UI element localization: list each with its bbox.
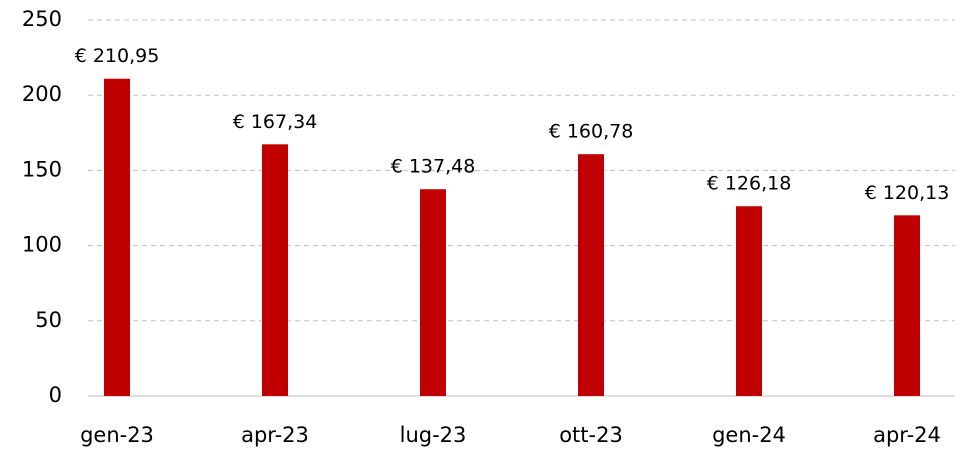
x-tick-label: gen-24 xyxy=(712,423,786,447)
y-tick-label: 250 xyxy=(22,7,62,31)
bar xyxy=(104,78,130,396)
value-label: € 210,95 xyxy=(75,45,160,67)
x-tick-label: apr-24 xyxy=(873,423,941,447)
x-tick-label: ott-23 xyxy=(559,423,623,447)
x-tick-label: gen-23 xyxy=(80,423,154,447)
value-label: € 126,18 xyxy=(707,173,792,195)
value-label: € 120,13 xyxy=(865,182,950,204)
y-tick-label: 200 xyxy=(22,82,62,106)
bar xyxy=(262,144,288,396)
bar xyxy=(420,189,446,396)
y-tick-label: 150 xyxy=(22,157,62,181)
bar xyxy=(894,215,920,396)
y-tick-label: 50 xyxy=(35,308,62,332)
value-label: € 167,34 xyxy=(233,111,318,133)
bar xyxy=(578,154,604,396)
bar xyxy=(736,206,762,396)
x-tick-label: apr-23 xyxy=(241,423,309,447)
y-tick-label: 100 xyxy=(22,233,62,257)
x-tick-label: lug-23 xyxy=(400,423,467,447)
value-label: € 160,78 xyxy=(549,121,634,143)
value-label: € 137,48 xyxy=(391,156,476,178)
y-tick-label: 0 xyxy=(49,383,62,407)
